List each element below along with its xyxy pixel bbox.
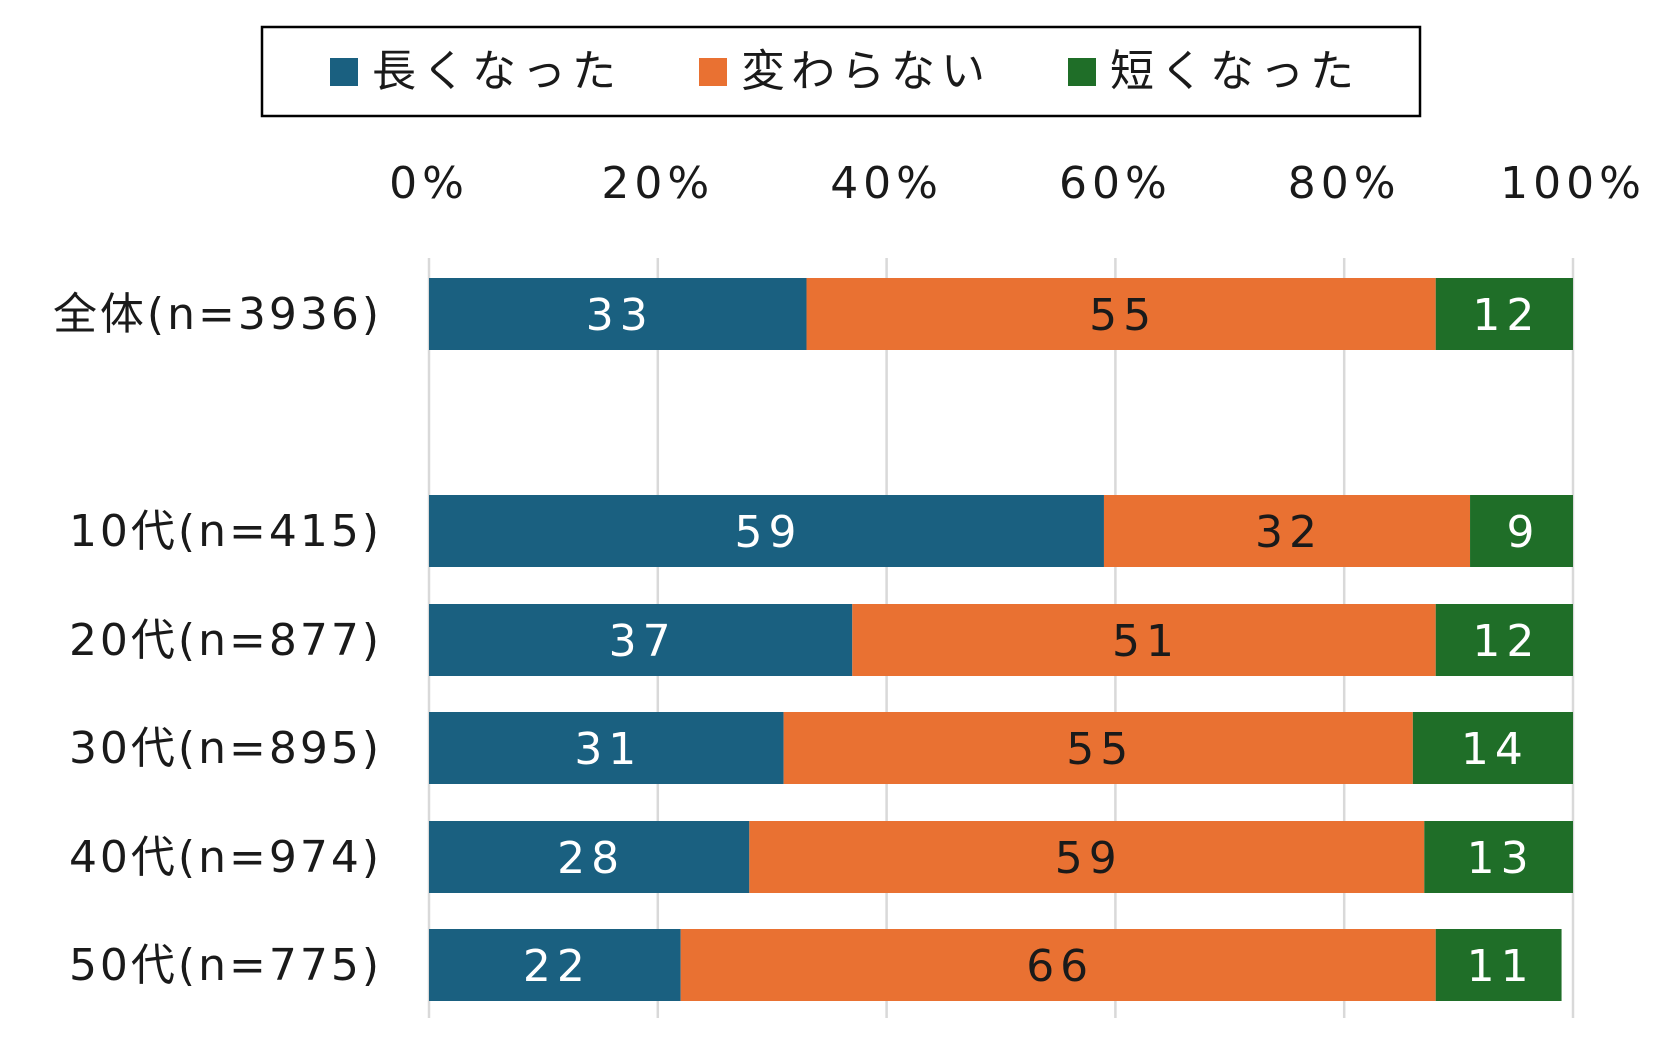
data-label: 37 xyxy=(609,616,677,667)
data-label: 12 xyxy=(1472,616,1540,667)
bar-segment xyxy=(429,278,807,350)
bar-segment xyxy=(1424,821,1573,893)
legend-label: 長くなった xyxy=(372,46,622,97)
bar-segment xyxy=(806,278,1436,350)
x-axis-ticks: 0% 20% 40% 60% 80% 100% xyxy=(389,158,1646,209)
category-label: 30代(n=895) xyxy=(69,723,382,774)
data-label: 28 xyxy=(557,833,625,884)
data-label: 59 xyxy=(734,507,802,558)
data-label: 55 xyxy=(1089,290,1157,341)
bar-segment xyxy=(783,712,1413,784)
data-label: 11 xyxy=(1467,941,1535,992)
data-label: 66 xyxy=(1026,941,1094,992)
legend-label: 変わらない xyxy=(741,46,991,97)
bar-segment xyxy=(749,821,1425,893)
x-tick-label: 20% xyxy=(601,158,714,209)
x-tick-label: 60% xyxy=(1059,158,1172,209)
bar-segment xyxy=(680,929,1436,1001)
data-label: 32 xyxy=(1255,507,1323,558)
category-labels: 全体(n=3936) 10代(n=415) 20代(n=877) 30代(n=895)… xyxy=(53,289,382,991)
data-labels: 33 55 12 59 32 9 37 51 12 31 55 14 28 59 13 22 66 11 xyxy=(523,290,1541,992)
data-label: 55 xyxy=(1066,724,1134,775)
x-tick-label: 40% xyxy=(830,158,943,209)
data-label: 13 xyxy=(1467,833,1535,884)
data-label: 33 xyxy=(586,290,654,341)
bar-segment xyxy=(852,604,1436,676)
data-label: 51 xyxy=(1112,616,1180,667)
data-label: 9 xyxy=(1507,507,1541,558)
category-label: 全体(n=3936) xyxy=(53,289,382,340)
category-label: 40代(n=974) xyxy=(69,832,382,883)
legend-box xyxy=(260,25,1422,118)
bar-segment xyxy=(429,495,1104,567)
bar-segment xyxy=(1412,712,1573,784)
legend: 長くなった 変わらない 短くなった xyxy=(260,25,1422,118)
bar-segment xyxy=(1103,495,1471,567)
category-label: 20代(n=877) xyxy=(69,615,382,666)
bar-segment xyxy=(429,604,853,676)
legend-swatch xyxy=(1068,58,1096,86)
bar-segment xyxy=(429,929,681,1001)
x-tick-label: 0% xyxy=(389,158,469,209)
data-label: 14 xyxy=(1461,724,1529,775)
bar-segment xyxy=(1470,495,1573,567)
data-label: 59 xyxy=(1055,833,1123,884)
bar-segment xyxy=(429,712,784,784)
legend-swatch xyxy=(699,58,727,86)
bar-segment xyxy=(429,821,750,893)
data-label: 22 xyxy=(523,941,591,992)
bars xyxy=(429,278,1573,1001)
bar-segment xyxy=(1435,278,1573,350)
x-tick-label: 100% xyxy=(1500,158,1646,209)
data-label: 12 xyxy=(1472,290,1540,341)
category-label: 10代(n=415) xyxy=(69,506,382,557)
bar-segment xyxy=(1435,604,1573,676)
data-label: 31 xyxy=(574,724,642,775)
legend-swatch xyxy=(330,58,358,86)
legend-label: 短くなった xyxy=(1110,46,1360,97)
x-tick-label: 80% xyxy=(1288,158,1401,209)
category-label: 50代(n=775) xyxy=(69,940,382,991)
bar-segment xyxy=(1435,929,1562,1001)
